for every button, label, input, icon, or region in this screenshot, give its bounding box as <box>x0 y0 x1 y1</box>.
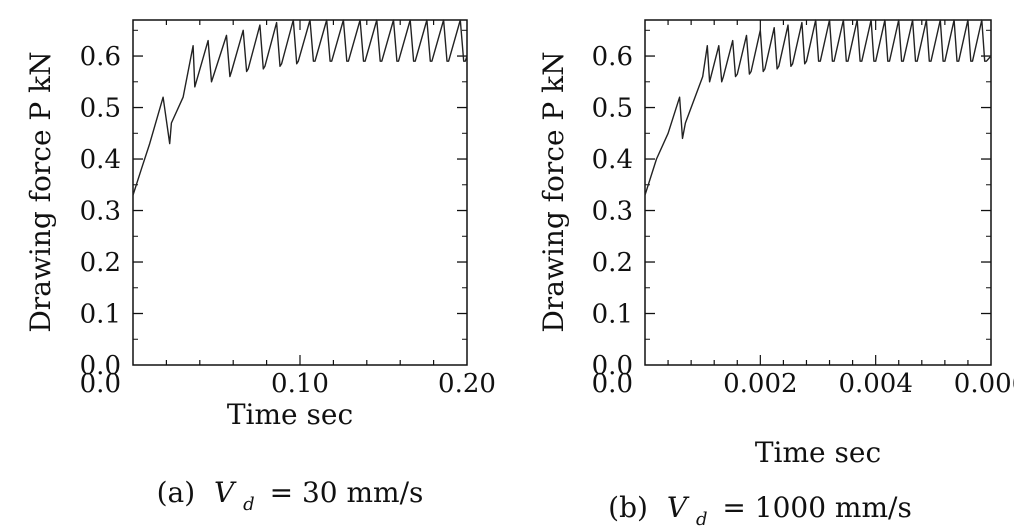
caption-b: (b) V d = 1000 mm/s <box>608 491 912 530</box>
y-tick-label: 0.1 <box>80 300 121 330</box>
ticks-b: 0.0 0.1 0.2 0.3 0.4 0.5 0.6 0.0 0.002 0.004 0.006 <box>592 20 1014 399</box>
y-tick-label: 0.2 <box>592 248 633 278</box>
y-tick-label: 0.6 <box>592 42 633 72</box>
y-axis-title-a: Drawing force P kN <box>24 51 57 332</box>
y-tick-label: 0.1 <box>592 300 633 330</box>
caption-b-prefix: (b) <box>608 491 648 524</box>
y-tick-label: 0.5 <box>80 94 121 124</box>
caption-b-rest: = 1000 mm/s <box>722 491 911 524</box>
line-series-a <box>132 19 468 196</box>
x-tick-label: 0.002 <box>723 369 797 399</box>
y-tick-label: 0.5 <box>592 94 633 124</box>
caption-a-var: V <box>214 476 237 509</box>
y-tick-label: 0.3 <box>80 197 121 227</box>
x-axis-title-b: Time sec <box>755 436 881 469</box>
y-tick-label: 0.0 <box>592 351 633 381</box>
x-tick-label: 0.006 <box>954 369 1014 399</box>
x-axis-title-a: Time sec <box>227 398 353 431</box>
x-tick-label: 0.10 <box>271 369 329 399</box>
y-tick-label: 0.4 <box>592 145 633 175</box>
x-tick-label: 0.004 <box>838 369 912 399</box>
chart-panel-a: 0.0 0.1 0.2 0.3 0.4 0.5 0.6 0.0 0.10 0.20 Drawing… <box>24 19 496 517</box>
ticks-a: 0.0 0.1 0.2 0.3 0.4 0.5 0.6 0.0 0.10 0.20 <box>80 20 496 399</box>
x-tick-label: 0.20 <box>438 369 496 399</box>
drawing-force-line-b <box>644 19 992 196</box>
caption-a-rest: = 30 mm/s <box>270 476 424 509</box>
y-tick-label: 0.6 <box>80 42 121 72</box>
plot-frame-a <box>132 19 468 366</box>
x-origin-label: 0.0 <box>592 369 633 399</box>
x-origin-label: 0.0 <box>80 369 121 399</box>
caption-b-var: V <box>667 491 690 524</box>
line-series-b <box>644 19 992 196</box>
y-tick-label: 0.2 <box>80 248 121 278</box>
caption-a: (a) V d = 30 mm/s <box>157 476 424 517</box>
y-tick-label: 0.0 <box>80 351 121 381</box>
drawing-force-line-a <box>132 19 468 196</box>
caption-a-prefix: (a) <box>157 476 196 509</box>
y-tick-label: 0.3 <box>592 197 633 227</box>
caption-a-sub: d <box>243 494 255 515</box>
y-axis-title-b: Drawing force P kN <box>537 51 570 332</box>
y-tick-label: 0.4 <box>80 145 121 175</box>
chart-panel-b: 0.00.10.20.30.40.50.60.00.0020.0040.006 … <box>537 19 1014 530</box>
plot-frame-b <box>644 19 992 366</box>
caption-b-sub: d <box>696 509 708 530</box>
